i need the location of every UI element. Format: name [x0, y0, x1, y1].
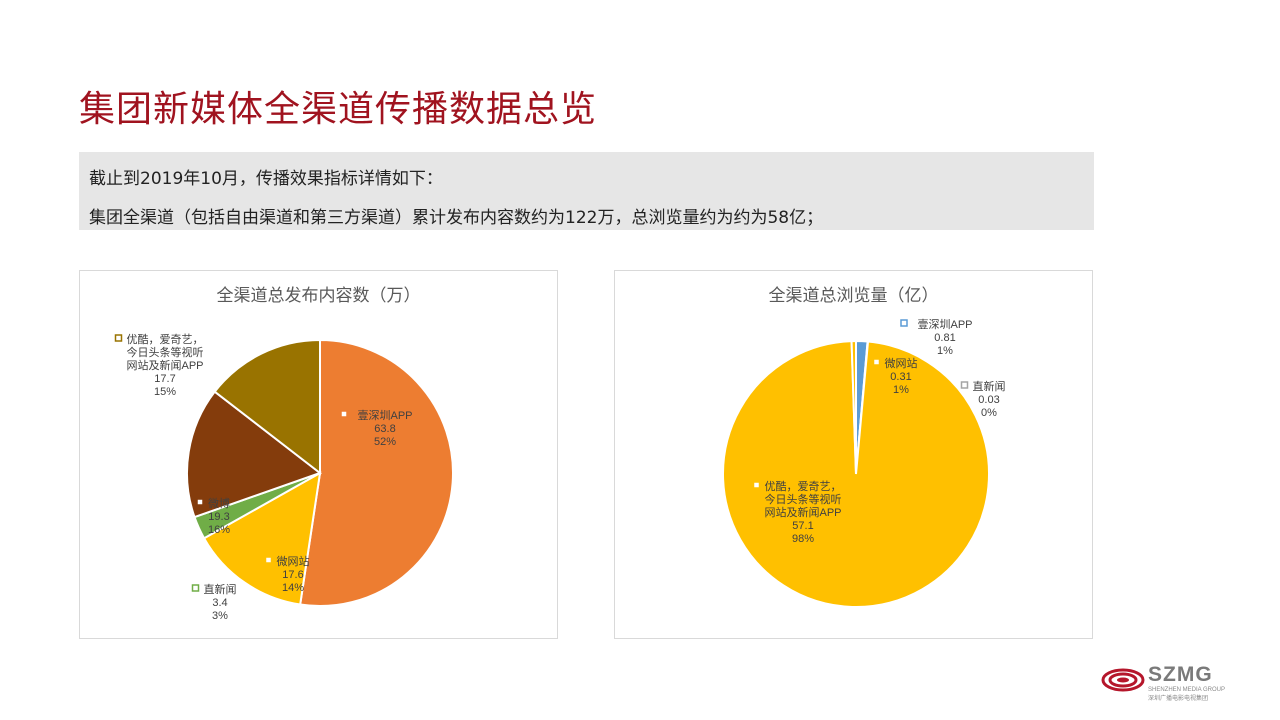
pie-chart-views: 壹深圳APP0.811%直新闻0.030%优酷，爱奇艺，今日头条等视听网站及新闻…: [722, 318, 1006, 608]
data-label-name: 微网站: [277, 554, 310, 568]
data-label-text: 网站及新闻APP: [126, 358, 203, 372]
data-label-name: 微博: [208, 496, 230, 510]
data-label-text: 16%: [208, 524, 230, 536]
legend-marker: [900, 319, 908, 327]
data-label-text: 98%: [792, 533, 814, 545]
logo-text: SZMG: [1148, 663, 1213, 686]
summary-line-1: 截止到2019年10月，传播效果指标详情如下：: [89, 169, 443, 189]
legend-marker: [752, 481, 761, 489]
legend-marker: [872, 358, 881, 366]
legend-marker: [196, 498, 204, 506]
data-label-text: 1%: [937, 345, 953, 357]
data-label-text: 52%: [374, 436, 396, 448]
pie-slice: [850, 339, 857, 475]
pie-slice: [213, 338, 321, 476]
pie-slice: [186, 390, 323, 519]
chart-panel-content-count: 全渠道总发布内容数（万） 壹深圳APP 63.8 52% 微网站 17.6 14% 直新闻 3…: [79, 270, 558, 639]
chart-title: 全渠道总发布内容数（万）: [216, 286, 421, 306]
data-label-text: 今日头条等视听: [127, 345, 204, 359]
data-label-name: 壹深圳APP: [357, 409, 412, 422]
legend-marker: [264, 556, 273, 564]
legend-marker: [114, 334, 123, 342]
legend-marker: [340, 410, 348, 418]
data-label-name: 微网站: [885, 356, 918, 370]
data-label-text: 今日头条等视听: [765, 492, 842, 506]
logo-subtitle-cn: 深圳广播电影电视集团: [1148, 695, 1209, 702]
chart-title: 全渠道总浏览量（亿）: [768, 286, 939, 306]
data-label-text: 3%: [212, 610, 228, 622]
page-title: 集团新媒体全渠道传播数据总览: [79, 89, 598, 130]
pie-slice: [202, 471, 322, 606]
pie-slice: [299, 338, 455, 607]
szmg-logo: SZMG SHENZHEN MEDIA GROUP 深圳广播电影电视集团: [1100, 660, 1240, 702]
data-label-value: 17.6: [282, 569, 303, 581]
data-label-value: 0.31: [890, 371, 911, 383]
data-label-value: 57.1: [792, 520, 813, 532]
data-label-text: 网站及新闻APP: [764, 505, 841, 519]
data-label-text: 14%: [282, 582, 304, 594]
data-label-text: 15%: [154, 386, 176, 398]
data-label-value: 0.03: [978, 394, 999, 406]
data-label-name: 优酷，爱奇艺，: [127, 333, 204, 346]
legend-marker: [191, 584, 200, 592]
szmg-logo-icon: [1101, 668, 1145, 692]
legend-marker: [960, 381, 969, 389]
logo-subtitle-en: SHENZHEN MEDIA GROUP: [1148, 687, 1226, 693]
data-label-value: 3.4: [212, 597, 227, 609]
data-label-name: 壹深圳APP: [917, 318, 972, 331]
data-label-value: 63.8: [374, 423, 395, 435]
summary-line-2: 集团全渠道（包括自由渠道和第三方渠道）累计发布内容数约为122万，总浏览量约为约…: [89, 208, 824, 228]
data-label-name: 直新闻: [204, 582, 237, 596]
summary-box: 截止到2019年10月，传播效果指标详情如下： 集团全渠道（包括自由渠道和第三方…: [79, 152, 1094, 230]
chart-panel-views: 全渠道总浏览量（亿） 壹深圳APP 0.81 1% 直新闻 0.03 0% 优酷，爱奇艺，今…: [614, 270, 1093, 639]
data-label-name: 直新闻: [973, 379, 1006, 393]
data-label-text: 1%: [893, 384, 909, 396]
data-label-value: 17.7: [154, 373, 175, 385]
data-label-value: 0.81: [934, 332, 955, 344]
data-label-name: 优酷，爱奇艺，: [765, 480, 842, 493]
data-label-value: 19.3: [208, 511, 229, 523]
data-label-text: 0%: [981, 407, 997, 419]
